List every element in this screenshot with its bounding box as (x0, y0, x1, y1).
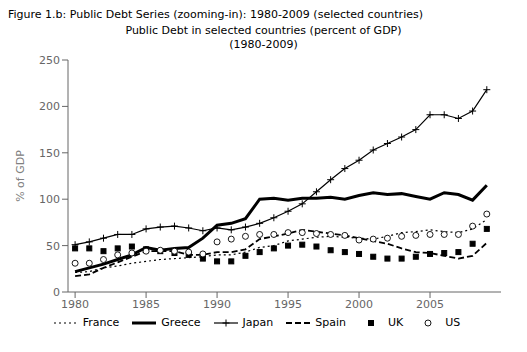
svg-text:200: 200 (39, 100, 60, 113)
html-text:Public Debt in selected countr: Public Debt in selected countries (perce… (125, 24, 402, 37)
svg-text:0: 0 (53, 286, 60, 299)
svg-text:2005: 2005 (416, 298, 444, 311)
html-text:US: US (445, 316, 461, 329)
html-text:Figure 1.b: Public Debt Series: Figure 1.b: Public Debt Series (zooming-… (8, 8, 423, 21)
svg-text:1980: 1980 (61, 298, 89, 311)
svg-text:100: 100 (39, 193, 60, 206)
html-text:UK: UK (387, 316, 404, 329)
html-text:(1980-2009): (1980-2009) (229, 38, 298, 51)
svg-text:150: 150 (39, 147, 60, 160)
svg-text:% of GDP: % of GDP (14, 150, 27, 202)
svg-text:2000: 2000 (345, 298, 373, 311)
html-text:France: France (82, 316, 120, 329)
html-text:Japan: Japan (242, 316, 274, 329)
svg-text:50: 50 (46, 240, 60, 253)
svg-text:1985: 1985 (132, 298, 160, 311)
svg-text:1990: 1990 (203, 298, 231, 311)
html-text:Greece: Greece (161, 316, 201, 329)
html-text:Spain: Spain (315, 316, 346, 329)
svg-text:1995: 1995 (274, 298, 302, 311)
svg-text:250: 250 (39, 54, 60, 67)
